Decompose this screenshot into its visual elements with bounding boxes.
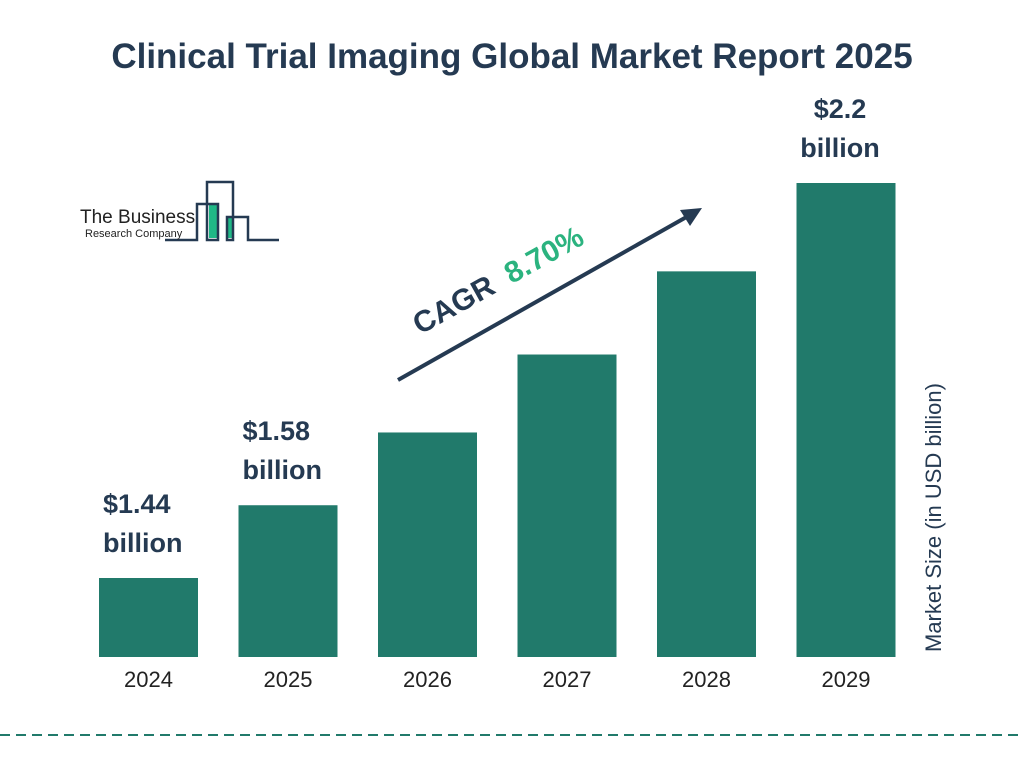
x-tick-label: 2025 [264,667,313,692]
data-label: $2.2 [814,94,867,124]
bar-2024 [99,578,198,657]
logo-bar-1 [209,205,217,238]
x-tick-label: 2027 [543,667,592,692]
data-label: billion [103,528,182,558]
x-tick-label: 2026 [403,667,452,692]
logo-buildings [165,180,279,242]
bar-2025 [238,505,338,657]
x-tick-label: 2024 [124,667,173,692]
x-tick-label: 2029 [822,667,871,692]
bar-2027 [517,354,617,657]
bar-2026 [378,432,477,657]
data-label: billion [243,455,322,485]
chart-title: Clinical Trial Imaging Global Market Rep… [111,37,913,76]
logo: The Business Research Company [80,180,279,242]
bar-2028 [657,271,756,657]
logo-line2: Research Company [85,228,183,240]
cagr-arrow [397,208,702,382]
bar-2029 [796,183,896,657]
data-label: $1.58 [243,416,311,446]
data-label: $1.44 [103,489,171,519]
logo-bar-2 [228,218,233,238]
y-axis-label: Market Size (in USD billion) [921,383,946,652]
logo-line1: The Business [80,207,195,228]
x-tick-label: 2028 [682,667,731,692]
data-label: billion [800,133,879,163]
